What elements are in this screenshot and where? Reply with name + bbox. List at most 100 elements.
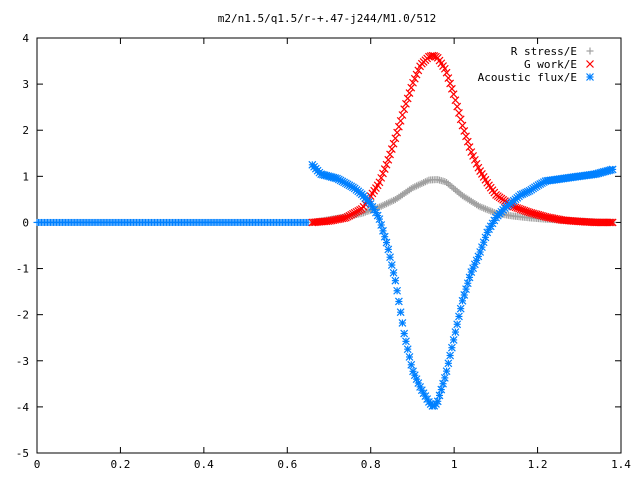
- data-point: [442, 367, 451, 376]
- data-point: [409, 78, 417, 87]
- data-point: [465, 143, 474, 152]
- data-point: [377, 173, 386, 182]
- data-point: [456, 304, 465, 313]
- data-point: [377, 221, 386, 229]
- data-point: [384, 155, 393, 164]
- data-point: [380, 232, 389, 241]
- data-point: [605, 218, 614, 227]
- data-point: [387, 145, 396, 153]
- data-point: [393, 128, 402, 137]
- data-point: [469, 152, 478, 160]
- x-tick-label: 0.6: [277, 458, 297, 471]
- x-tick-label: 0.4: [194, 458, 214, 471]
- x-tick-label: 0: [34, 458, 41, 471]
- data-point: [463, 279, 472, 288]
- data-point: [608, 165, 617, 174]
- data-point: [608, 218, 617, 227]
- data-point: [391, 276, 400, 285]
- plot-frame: [36, 37, 622, 454]
- data-point: [394, 122, 403, 131]
- data-point: [453, 102, 462, 111]
- data-point: [394, 297, 403, 306]
- data-point: [440, 373, 449, 382]
- y-tick-label: 1: [22, 170, 29, 183]
- data-point: [398, 319, 407, 327]
- data-point: [451, 96, 460, 105]
- data-point: [400, 105, 409, 114]
- data-point: [453, 320, 462, 329]
- data-point: [456, 115, 465, 124]
- data-point: [386, 150, 394, 159]
- data-point: [403, 345, 412, 354]
- legend-label: R stress/E: [511, 45, 577, 58]
- data-point: [382, 238, 391, 247]
- y-tick-label: 4: [22, 32, 29, 45]
- y-tick-label: -3: [16, 355, 29, 368]
- data-point: [400, 329, 409, 338]
- data-point: [439, 379, 447, 388]
- x-tick-label: 1.2: [528, 458, 548, 471]
- y-tick-label: -4: [16, 401, 30, 414]
- data-point: [444, 74, 453, 82]
- data-point: [467, 148, 476, 156]
- data-point: [402, 99, 410, 108]
- data-point: [606, 218, 615, 227]
- data-point: [379, 169, 387, 178]
- legend-marker: [586, 73, 594, 81]
- data-point: [387, 261, 396, 269]
- data-point: [391, 134, 400, 143]
- data-point: [455, 108, 463, 117]
- data-point: [437, 385, 446, 394]
- data-point: [447, 343, 456, 352]
- data-marks: [33, 51, 617, 410]
- data-point: [447, 84, 456, 93]
- data-point: [393, 286, 402, 295]
- axis-ticks: 0 0.2 0.4 0.6 0.8 1 1.2 1.4 4 3 2 1 0 -1 -2 -3 -4 -5: [16, 32, 632, 471]
- y-tick-label: 3: [22, 78, 29, 91]
- data-point: [462, 132, 470, 141]
- data-point: [398, 111, 407, 119]
- data-point: [410, 74, 419, 83]
- data-point: [379, 226, 387, 235]
- data-point: [446, 79, 455, 88]
- legend-marker: [586, 47, 594, 55]
- data-point: [451, 328, 460, 337]
- y-tick-label: 2: [22, 124, 29, 137]
- data-point: [442, 68, 451, 77]
- y-tick-label: -2: [16, 309, 29, 322]
- legend-label: Acoustic flux/E: [478, 71, 577, 84]
- data-point: [460, 291, 469, 299]
- data-point: [458, 121, 467, 130]
- data-point: [402, 337, 410, 346]
- data-point: [405, 89, 414, 97]
- data-point: [384, 245, 393, 254]
- data-point: [396, 308, 405, 317]
- data-point: [412, 70, 421, 79]
- data-point: [449, 335, 458, 344]
- legend-label: G work/E: [524, 58, 577, 71]
- x-tick-label: 0.8: [361, 458, 381, 471]
- data-point: [472, 159, 481, 168]
- x-tick-label: 1: [451, 458, 458, 471]
- data-point: [389, 268, 398, 277]
- y-tick-label: 0: [22, 216, 29, 229]
- data-point: [414, 66, 423, 75]
- data-point: [375, 215, 384, 224]
- y-tick-label: -1: [16, 263, 29, 276]
- data-point: [462, 285, 470, 294]
- data-point: [405, 353, 414, 361]
- data-point: [458, 296, 467, 305]
- x-tick-label: 0.2: [110, 458, 130, 471]
- data-point: [433, 397, 442, 406]
- data-point: [440, 64, 449, 73]
- chart-title: m2/n1.5/q1.5/r-+.47-j244/M1.0/512: [218, 12, 437, 25]
- data-point: [444, 359, 453, 368]
- data-point: [463, 137, 472, 146]
- data-point: [389, 139, 398, 148]
- data-point: [407, 360, 416, 369]
- data-point: [455, 312, 463, 321]
- data-point: [386, 253, 394, 262]
- data-point: [375, 178, 384, 187]
- data-point: [446, 351, 455, 360]
